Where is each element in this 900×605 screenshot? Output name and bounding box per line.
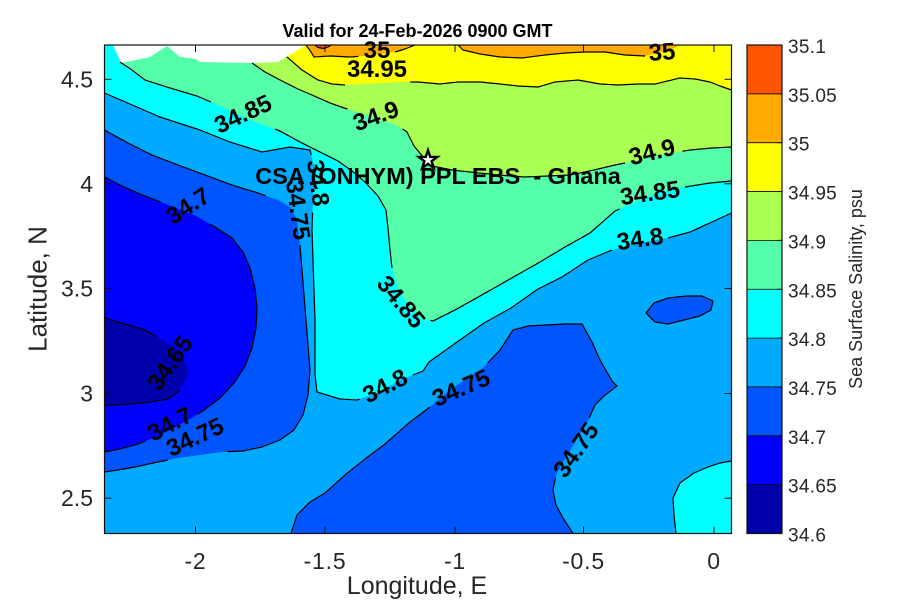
svg-text:Latitude, N: Latitude, N: [23, 226, 53, 352]
svg-text:Valid for 24-Feb-2026 0900 GMT: Valid for 24-Feb-2026 0900 GMT: [282, 21, 552, 41]
svg-text:34.65: 34.65: [788, 477, 837, 498]
svg-text:Sea Surface Salinity, psu: Sea Surface Salinity, psu: [846, 189, 866, 389]
svg-text:4: 4: [80, 171, 93, 197]
svg-text:34.7: 34.7: [788, 428, 826, 449]
svg-text:35.05: 35.05: [788, 86, 837, 107]
svg-text:34.8: 34.8: [301, 158, 334, 208]
svg-text:-1: -1: [444, 548, 466, 574]
svg-text:35: 35: [648, 38, 677, 67]
svg-text:-0.5: -0.5: [562, 548, 605, 574]
svg-text:35.1: 35.1: [788, 37, 826, 58]
svg-text:Longitude, E: Longitude, E: [347, 572, 487, 600]
svg-text:35: 35: [788, 135, 810, 156]
svg-text:3: 3: [80, 381, 93, 407]
svg-text:34.85: 34.85: [788, 281, 837, 302]
svg-text:0: 0: [707, 548, 721, 574]
svg-text:CSA (ONHYM) PPL EBS - Ghana: CSA (ONHYM) PPL EBS - Ghana: [255, 163, 622, 189]
svg-text:34.95: 34.95: [788, 184, 837, 205]
svg-text:-1.5: -1.5: [304, 548, 347, 574]
svg-text:34.75: 34.75: [788, 379, 837, 400]
svg-text:34.9: 34.9: [788, 232, 826, 253]
svg-text:34.8: 34.8: [788, 330, 826, 351]
svg-text:2.5: 2.5: [61, 485, 93, 511]
svg-text:3.5: 3.5: [61, 276, 93, 302]
svg-text:34.6: 34.6: [788, 526, 826, 547]
svg-text:-2: -2: [184, 548, 206, 574]
svg-text:34.8: 34.8: [615, 223, 665, 256]
svg-text:34.95: 34.95: [347, 56, 407, 83]
svg-text:4.5: 4.5: [61, 66, 93, 92]
svg-text:35: 35: [364, 37, 391, 64]
